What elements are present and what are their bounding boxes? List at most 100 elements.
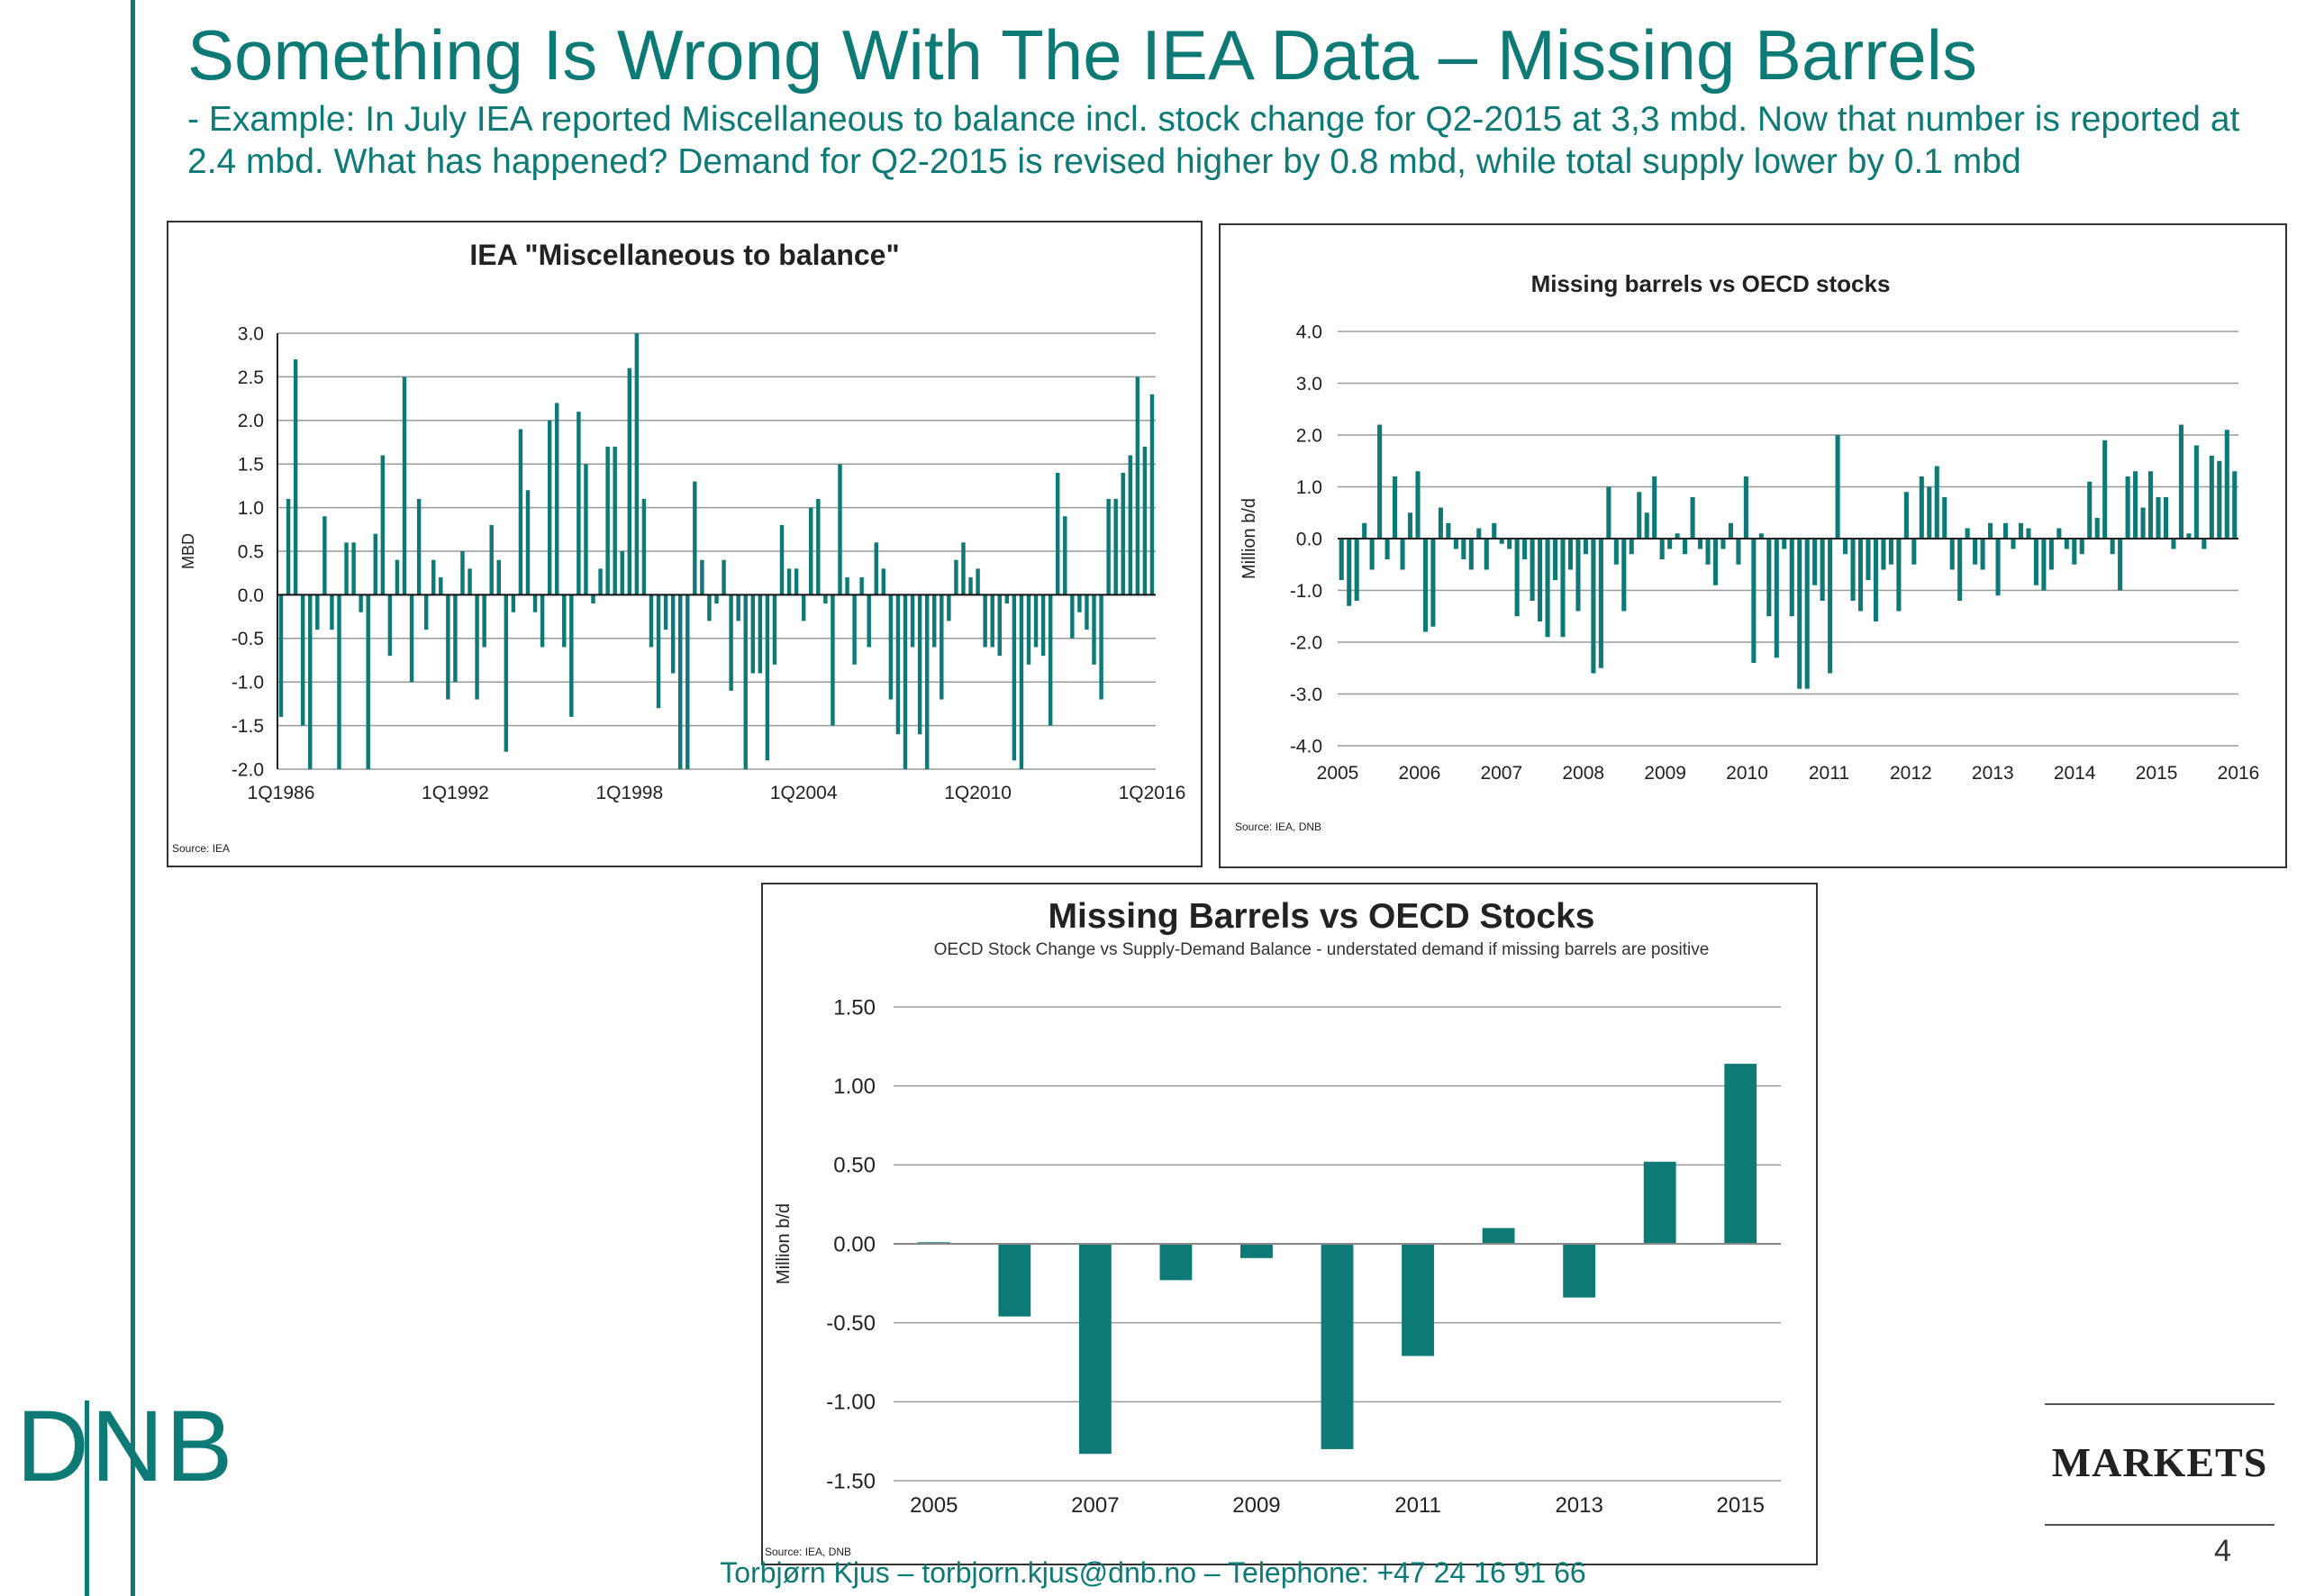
bar bbox=[2048, 539, 2054, 570]
bar bbox=[1843, 539, 1848, 555]
bar bbox=[1949, 539, 1955, 570]
bar bbox=[1644, 512, 1649, 539]
y-tick-label: 4.0 bbox=[1296, 322, 1322, 342]
bar bbox=[1782, 539, 1787, 549]
x-tick-label: 2015 bbox=[1717, 1493, 1765, 1518]
bar bbox=[1903, 492, 1909, 539]
bar bbox=[1927, 486, 1932, 539]
bar bbox=[816, 498, 821, 595]
bar bbox=[547, 420, 552, 595]
bar bbox=[1092, 594, 1096, 665]
bar bbox=[1728, 522, 1733, 539]
bar bbox=[423, 594, 429, 630]
bar bbox=[1789, 539, 1794, 617]
bar bbox=[446, 594, 450, 700]
bar bbox=[2118, 539, 2123, 591]
bar bbox=[2202, 539, 2207, 549]
bar bbox=[736, 594, 740, 621]
bar bbox=[627, 367, 632, 595]
bar bbox=[1965, 528, 1970, 539]
bar bbox=[2125, 476, 2130, 539]
bar bbox=[1758, 533, 1764, 539]
bar bbox=[337, 594, 341, 769]
bar bbox=[1385, 539, 1390, 559]
bar bbox=[641, 498, 647, 595]
bar bbox=[569, 594, 574, 717]
y-tick-label: -3.0 bbox=[1290, 685, 1322, 705]
bar bbox=[2064, 539, 2069, 549]
bar bbox=[1659, 539, 1665, 559]
bar bbox=[729, 594, 733, 691]
bar bbox=[2102, 440, 2108, 539]
bar bbox=[1652, 476, 1657, 539]
bar bbox=[518, 429, 523, 595]
bar bbox=[1106, 498, 1111, 595]
bar bbox=[293, 359, 298, 595]
bar bbox=[968, 577, 973, 595]
bar bbox=[1012, 594, 1017, 761]
bar bbox=[1751, 539, 1757, 663]
bar bbox=[620, 551, 624, 595]
x-tick-label: 2009 bbox=[1232, 1493, 1280, 1518]
bar bbox=[322, 516, 327, 595]
bar bbox=[1698, 539, 1703, 549]
y-tick-label: 2.5 bbox=[238, 367, 264, 388]
x-tick-label: 2010 bbox=[1726, 763, 1768, 784]
bar bbox=[917, 594, 922, 735]
x-tick-label: 2011 bbox=[1809, 763, 1849, 784]
x-tick-label: 2007 bbox=[1071, 1493, 1119, 1518]
bar bbox=[1720, 539, 1726, 549]
bar bbox=[1911, 539, 1917, 565]
bar bbox=[576, 412, 581, 595]
bar bbox=[2209, 456, 2214, 539]
bar bbox=[1476, 528, 1482, 539]
y-tick-label: 1.0 bbox=[1296, 477, 1322, 498]
y-axis-label: MBD bbox=[179, 533, 197, 569]
bar bbox=[366, 594, 370, 769]
bar bbox=[2140, 507, 2146, 539]
bar bbox=[1675, 533, 1680, 539]
bar bbox=[831, 594, 835, 726]
bar bbox=[1438, 507, 1443, 539]
bar bbox=[1934, 466, 1939, 539]
bar bbox=[2133, 471, 2138, 539]
source-note: Source: IEA bbox=[172, 842, 230, 855]
bar bbox=[677, 594, 683, 769]
bar bbox=[1866, 539, 1871, 580]
bar bbox=[1321, 1244, 1354, 1449]
markets-label: MARKETS bbox=[2051, 1439, 2268, 1485]
bar bbox=[2232, 471, 2238, 539]
y-tick-label: 1.50 bbox=[833, 995, 876, 1020]
bar bbox=[402, 376, 407, 595]
bar bbox=[845, 577, 849, 595]
bar bbox=[910, 594, 915, 648]
page-number: 4 bbox=[2214, 1534, 2231, 1568]
page-subtitle: - Example: In July IEA reported Miscella… bbox=[187, 100, 2240, 181]
bar bbox=[903, 594, 908, 769]
x-tick-label: 2011 bbox=[1394, 1493, 1441, 1518]
bar bbox=[1743, 476, 1748, 539]
bar bbox=[1563, 1244, 1596, 1298]
bar bbox=[431, 559, 436, 595]
bar bbox=[693, 481, 697, 595]
bar bbox=[1040, 594, 1046, 657]
bar bbox=[976, 568, 980, 595]
y-tick-label: -2.0 bbox=[232, 759, 264, 780]
bar bbox=[1873, 539, 1878, 621]
x-tick-label: 1Q1986 bbox=[248, 783, 315, 803]
bar bbox=[2041, 539, 2047, 591]
bar bbox=[1643, 1161, 1676, 1244]
chart-panel-missing-vs-oecd: Missing barrels vs OECD stocks 4.0 3.0 2.0 1… bbox=[1219, 223, 2287, 868]
bar bbox=[743, 594, 748, 769]
y-tick-label: 0.00 bbox=[833, 1232, 876, 1256]
x-tick-label: 2013 bbox=[1972, 763, 2014, 784]
x-tick-label: 2006 bbox=[1399, 763, 1441, 784]
bar bbox=[1598, 539, 1603, 668]
bar bbox=[1354, 539, 1359, 601]
bar bbox=[1995, 539, 2001, 596]
bar bbox=[1142, 446, 1148, 595]
bar bbox=[1492, 522, 1497, 539]
bar bbox=[1362, 522, 1367, 539]
bar bbox=[1567, 539, 1574, 570]
bar bbox=[1019, 594, 1024, 769]
